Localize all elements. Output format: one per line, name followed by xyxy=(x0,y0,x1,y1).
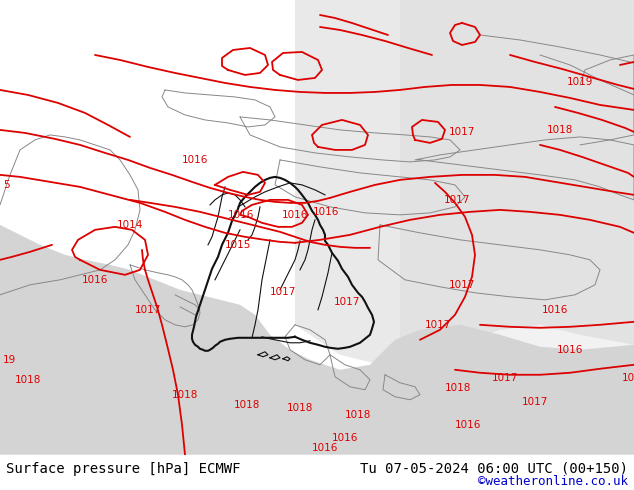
Text: 1018: 1018 xyxy=(234,400,260,410)
Text: 1016: 1016 xyxy=(82,275,108,285)
Text: 1016: 1016 xyxy=(557,345,583,355)
Text: 1016: 1016 xyxy=(332,433,358,443)
Text: 1015: 1015 xyxy=(225,240,251,250)
Text: 1018: 1018 xyxy=(172,390,198,400)
Text: 1017: 1017 xyxy=(135,305,161,315)
Text: 1016: 1016 xyxy=(312,443,338,453)
Text: 1018: 1018 xyxy=(547,125,573,135)
Text: 1014: 1014 xyxy=(117,220,143,230)
Text: 1018: 1018 xyxy=(15,375,41,385)
Text: 1018: 1018 xyxy=(345,410,371,420)
Text: 1016: 1016 xyxy=(542,305,568,315)
Text: 1017: 1017 xyxy=(425,320,451,330)
Text: 1016: 1016 xyxy=(228,210,254,220)
Polygon shape xyxy=(400,0,634,405)
Text: 1016: 1016 xyxy=(182,155,208,165)
Text: 1017: 1017 xyxy=(449,280,476,290)
Text: 1016: 1016 xyxy=(455,420,481,430)
Text: 1018: 1018 xyxy=(287,403,313,413)
Text: 1019: 1019 xyxy=(567,77,593,87)
Text: 1018: 1018 xyxy=(622,373,634,383)
Text: 1017: 1017 xyxy=(334,297,360,307)
Text: 1017: 1017 xyxy=(492,373,518,383)
Text: 1017: 1017 xyxy=(444,195,470,205)
Text: 1017: 1017 xyxy=(270,287,296,297)
Polygon shape xyxy=(295,0,634,365)
Text: 5: 5 xyxy=(3,180,10,190)
Text: ©weatheronline.co.uk: ©weatheronline.co.uk xyxy=(477,475,628,488)
Text: 1016: 1016 xyxy=(281,210,308,220)
Polygon shape xyxy=(0,0,634,455)
Text: 19: 19 xyxy=(3,355,16,365)
Text: 1018: 1018 xyxy=(445,383,471,393)
Text: 1017: 1017 xyxy=(522,397,548,407)
Text: Tu 07-05-2024 06:00 UTC (00+150): Tu 07-05-2024 06:00 UTC (00+150) xyxy=(359,462,628,476)
Text: 1017: 1017 xyxy=(449,127,476,137)
Text: Surface pressure [hPa] ECMWF: Surface pressure [hPa] ECMWF xyxy=(6,462,241,476)
Text: 1016: 1016 xyxy=(313,207,339,217)
